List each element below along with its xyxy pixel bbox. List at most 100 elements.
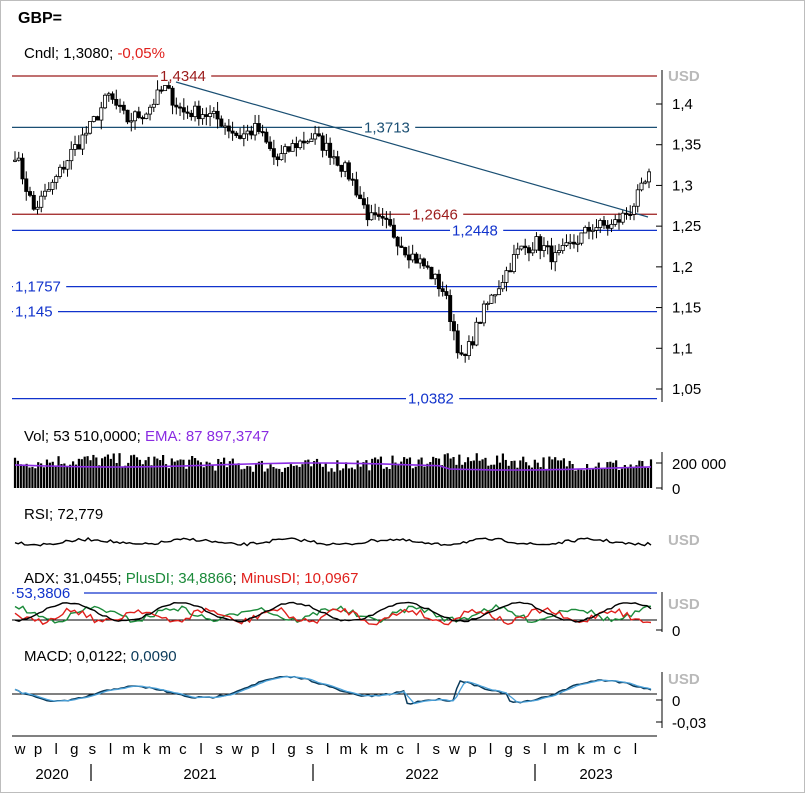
- candle-body: [440, 288, 445, 292]
- candle-body: [24, 178, 29, 192]
- volume-y-tick-label: 0: [672, 481, 680, 498]
- candle-body: [43, 190, 48, 197]
- candle-body: [598, 220, 603, 228]
- candle-body: [208, 113, 213, 117]
- candle-body: [335, 156, 340, 166]
- candle-body: [631, 205, 636, 215]
- candle-body: [571, 241, 576, 245]
- candle-body: [16, 157, 21, 161]
- candle-body: [253, 123, 258, 136]
- candle-body: [616, 219, 621, 223]
- candle-body: [181, 107, 186, 113]
- candle-body: [485, 302, 490, 305]
- candle-body: [358, 194, 363, 200]
- candle-body: [279, 153, 284, 160]
- minusdi-value: 10,0967: [304, 570, 359, 587]
- adx-line: [14, 601, 652, 623]
- price-y-tick-label: 1,2: [672, 259, 693, 276]
- candle-body: [515, 248, 520, 255]
- macd-y-tick-label: 0: [672, 693, 680, 710]
- candle-body: [455, 330, 460, 354]
- candle-body: [421, 258, 426, 267]
- candle-body: [601, 220, 606, 226]
- candle-body: [316, 133, 321, 137]
- macd-currency-label: USD: [668, 671, 700, 688]
- trendline: [175, 81, 649, 218]
- candle-body: [324, 142, 329, 151]
- candle-body: [159, 89, 164, 92]
- candle-body: [129, 120, 134, 123]
- candle-body: [395, 236, 400, 247]
- x-month-label: c: [614, 741, 622, 758]
- candle-body: [466, 341, 471, 357]
- candle-body: [328, 142, 333, 158]
- candle-body: [256, 123, 261, 132]
- candle-body: [125, 109, 130, 123]
- volume-ema-line: [14, 462, 652, 471]
- candle-body: [339, 164, 344, 172]
- x-month-label: l: [634, 741, 637, 758]
- candle-body: [583, 226, 588, 234]
- candle-body: [613, 219, 618, 225]
- candle-body: [568, 241, 573, 244]
- level-label-bg-6: [406, 388, 460, 407]
- candle-body: [136, 111, 141, 118]
- candle-body: [391, 224, 396, 238]
- candle-body: [643, 181, 648, 184]
- price-y-tick-label: 1,25: [672, 218, 701, 235]
- candle-body: [459, 352, 464, 355]
- candle-body: [489, 294, 494, 304]
- candle-body: [526, 247, 531, 254]
- candle-body: [215, 110, 220, 120]
- candle-body: [144, 113, 149, 119]
- price-change: -0,05%: [117, 45, 165, 62]
- candle-body: [174, 104, 179, 108]
- candle-body: [133, 111, 138, 122]
- rsi-last-value: 72,779: [57, 506, 104, 523]
- x-month-label: w: [231, 741, 243, 758]
- candle-body: [444, 291, 449, 296]
- x-month-label: s: [215, 741, 223, 758]
- price-y-tick-label: 1,3: [672, 177, 693, 194]
- candle-body: [448, 295, 453, 322]
- candle-body: [624, 212, 629, 215]
- candle-body: [61, 166, 66, 170]
- candle-body: [410, 253, 415, 261]
- candle-body: [178, 106, 183, 109]
- candle-body: [286, 146, 291, 152]
- x-month-label: l: [326, 741, 329, 758]
- x-month-label: s: [523, 741, 531, 758]
- candle-body: [121, 104, 126, 111]
- x-month-label: w: [448, 741, 460, 758]
- candle-body: [639, 182, 644, 191]
- x-month-label: s: [433, 741, 441, 758]
- x-month-label: m: [376, 741, 389, 758]
- level-label-3: 1,2448: [452, 222, 498, 239]
- candle-body: [493, 294, 498, 297]
- level-label-bg-0: [158, 65, 212, 84]
- candle-body: [478, 321, 483, 324]
- x-month-label: l: [489, 741, 492, 758]
- minusdi-line: [14, 606, 652, 626]
- candle-body: [553, 252, 558, 263]
- candle-body: [361, 198, 366, 206]
- rsi-currency-label: USD: [668, 532, 700, 549]
- price-last-value: 1,3080: [63, 45, 110, 62]
- macd-signal-value: 0,0090: [130, 648, 177, 665]
- adx-y-tick-label: 0: [672, 623, 680, 640]
- candle-body: [69, 148, 74, 162]
- candle-body: [575, 242, 580, 245]
- candle-body: [403, 247, 408, 256]
- candle-body: [313, 133, 318, 140]
- candle-body: [193, 105, 198, 118]
- candle-body: [223, 125, 228, 128]
- candle-body: [275, 156, 280, 160]
- macd-indicator-name: MACD: [24, 648, 69, 665]
- candle-body: [31, 194, 36, 210]
- adx-currency-label: USD: [668, 596, 700, 613]
- x-month-label: l: [543, 741, 546, 758]
- candle-body: [283, 146, 288, 155]
- candle-body: [534, 236, 539, 251]
- candle-body: [200, 114, 205, 120]
